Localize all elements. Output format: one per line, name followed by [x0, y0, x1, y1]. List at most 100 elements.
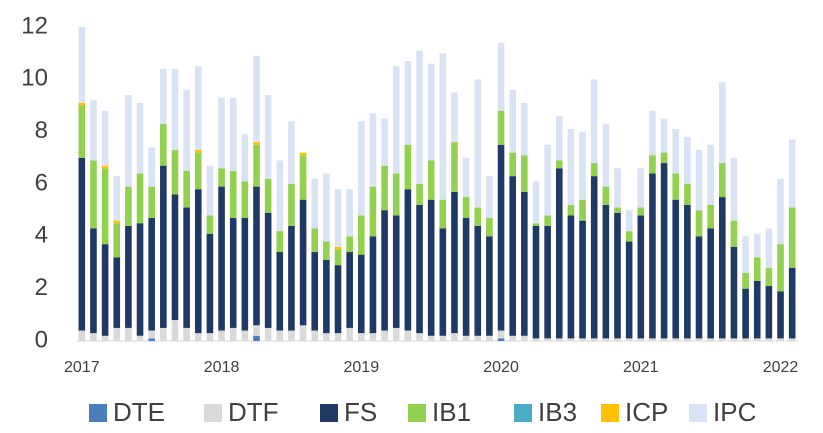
legend-swatch — [689, 404, 707, 422]
bar-segment — [579, 131, 586, 200]
bar-segment — [777, 178, 784, 245]
bar-segment — [136, 102, 144, 174]
bar-segment — [684, 184, 691, 205]
bar-segment — [194, 152, 202, 190]
bar-segment — [509, 89, 516, 153]
bar-segment — [532, 338, 540, 341]
bar-segment — [509, 152, 516, 177]
bar-segment — [474, 79, 482, 208]
bar-segment — [497, 110, 505, 145]
bar-segment — [590, 338, 598, 341]
bar-segment — [788, 267, 796, 339]
bar-segment — [136, 173, 144, 224]
bar-segment — [684, 204, 691, 339]
bar-segment — [765, 338, 773, 341]
bar-segment — [148, 330, 155, 339]
bar-segment — [101, 244, 109, 336]
bar-segment — [416, 50, 423, 184]
bar-segment — [276, 252, 284, 331]
bar-segment — [299, 325, 307, 341]
legend-label: IB1 — [432, 397, 471, 427]
bar-segment — [369, 186, 377, 237]
bar-segment — [602, 123, 610, 187]
bar-segment — [486, 335, 493, 341]
bar-segment — [590, 176, 598, 339]
bar-segment — [288, 225, 295, 331]
bar-segment — [474, 335, 482, 341]
bar-segment — [218, 168, 225, 187]
bar-segment — [462, 197, 470, 219]
bar-segment — [672, 129, 680, 174]
bar-segment — [276, 231, 284, 253]
bar-segment — [579, 199, 586, 221]
legend-swatch — [320, 404, 338, 422]
bar-segment — [660, 338, 668, 341]
bar-segment — [427, 335, 435, 341]
legend-label: ICP — [625, 397, 668, 427]
x-tick-label: 2021 — [623, 359, 659, 376]
bar-segment — [218, 330, 225, 341]
bar-segment — [264, 327, 272, 341]
bar-segment — [777, 291, 784, 339]
bar-segment — [358, 333, 365, 341]
bar-segment — [241, 181, 249, 219]
bar-segment — [532, 181, 540, 224]
bar-segment — [742, 288, 749, 339]
bar-segment — [253, 142, 260, 145]
bar-segment — [148, 186, 155, 219]
bar-segment — [369, 333, 377, 341]
bar-segment — [160, 165, 167, 328]
bar-segment — [602, 204, 610, 339]
bar-segment — [649, 110, 656, 156]
x-tick-label: 2018 — [204, 359, 240, 376]
bar-segment — [346, 189, 353, 237]
bar-segment — [544, 225, 551, 339]
bar-segment — [218, 186, 225, 331]
bar-segment — [788, 338, 796, 341]
bar-segment — [753, 257, 761, 281]
bar-segment — [439, 199, 447, 229]
bar-segment — [148, 147, 155, 187]
bar-segment — [439, 335, 447, 341]
bar-segment — [695, 210, 703, 237]
legend-swatch — [408, 404, 426, 422]
bar-segment — [125, 186, 132, 226]
bar-segment — [451, 142, 458, 192]
bar-segment — [509, 335, 516, 341]
legend-swatch — [89, 404, 107, 422]
bar-segment — [101, 110, 109, 166]
bar-segment — [532, 223, 540, 226]
bar-segment — [427, 160, 435, 200]
bar-segment — [486, 236, 493, 336]
bar-segment — [427, 199, 435, 336]
bar-segment — [346, 252, 353, 328]
bar-segment — [171, 68, 179, 150]
x-tick-label: 2020 — [483, 359, 519, 376]
bar-segment — [695, 338, 703, 341]
bar-segment — [218, 97, 225, 169]
legend-swatch — [601, 404, 619, 422]
bar-segment — [381, 210, 388, 331]
bar-segment — [78, 157, 86, 331]
bar-segment — [451, 92, 458, 143]
legend-swatch — [204, 404, 222, 422]
bar-segment — [765, 228, 773, 268]
x-tick-label: 2017 — [64, 359, 100, 376]
bar-segment — [264, 178, 272, 213]
bar-segment — [358, 254, 365, 334]
bar-segment — [614, 212, 621, 339]
bar-segment — [649, 338, 656, 341]
bar-segment — [381, 118, 388, 166]
bar-segment — [672, 338, 680, 341]
bar-segment — [660, 163, 668, 339]
bar-segment — [742, 338, 749, 341]
legend-label: IPC — [713, 397, 756, 427]
bar-segment — [101, 335, 109, 341]
bar-segment — [125, 327, 132, 341]
bar-segment — [346, 236, 353, 253]
bar-segment — [323, 173, 330, 242]
bar-segment — [649, 155, 656, 174]
bar-segment — [742, 272, 749, 289]
bar-segment — [777, 244, 784, 292]
bar-segment — [602, 338, 610, 341]
